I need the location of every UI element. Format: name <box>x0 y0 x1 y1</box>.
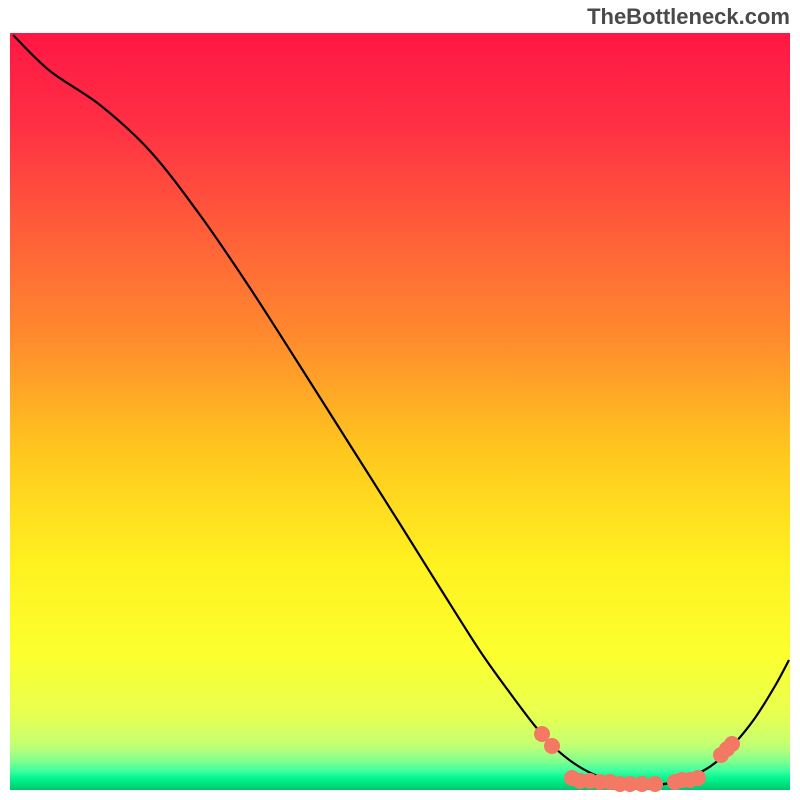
chart-overlay <box>0 0 800 800</box>
bottleneck-curve <box>13 35 789 785</box>
scatter-point <box>690 770 706 786</box>
scatter-point <box>647 776 663 792</box>
scatter-point <box>724 736 740 752</box>
chart-container: TheBottleneck.com <box>0 0 800 800</box>
scatter-points <box>534 726 740 792</box>
scatter-point <box>544 738 560 754</box>
plot-area <box>13 35 789 792</box>
